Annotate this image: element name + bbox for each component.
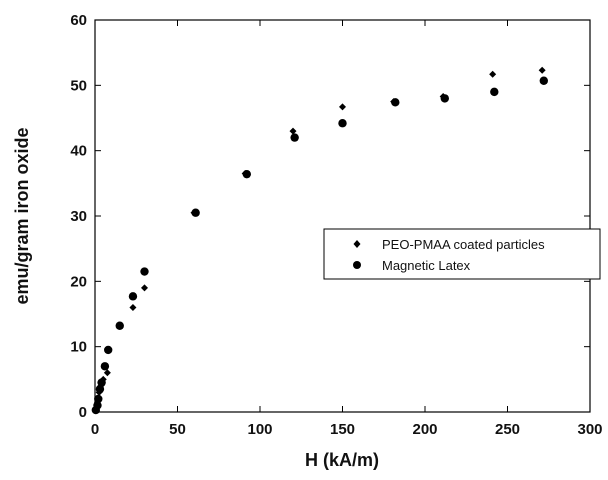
y-axis-ticks: 0 10 20 30 40 50 60 <box>70 12 590 421</box>
y-tick-label: 30 <box>70 208 87 225</box>
data-point-diamond <box>103 369 111 377</box>
legend-box <box>323 228 601 280</box>
legend: PEO-PMAA coated particles Magnetic Latex <box>323 228 601 280</box>
data-point-circle <box>338 119 347 128</box>
x-tick-label: 250 <box>495 421 520 438</box>
x-axis-ticks: 0 50 100 150 200 250 300 <box>91 20 603 438</box>
legend-marker-circle-icon <box>353 261 361 269</box>
y-tick-label: 10 <box>70 339 87 356</box>
data-point-diamond <box>538 66 546 74</box>
data-point-circle <box>140 267 149 276</box>
y-tick-label: 60 <box>70 12 87 29</box>
data-point-circle <box>440 94 449 103</box>
data-point-circle <box>242 169 251 179</box>
y-tick-label: 20 <box>70 273 87 290</box>
legend-label-magnetic-latex: Magnetic Latex <box>382 258 471 273</box>
legend-label-peo-pmaa: PEO-PMAA coated particles <box>382 237 545 252</box>
data-point-circle <box>94 394 103 404</box>
x-axis-title: H (kA/m) <box>305 450 379 470</box>
x-tick-label: 0 <box>91 421 99 438</box>
data-point-diamond <box>141 284 148 292</box>
x-tick-label: 300 <box>577 421 602 438</box>
data-point-circle <box>104 345 113 355</box>
y-tick-label: 40 <box>70 143 87 160</box>
x-tick-label: 50 <box>169 421 186 438</box>
data-point-circle <box>490 87 499 97</box>
data-point-diamond <box>339 103 346 111</box>
x-tick-label: 200 <box>412 421 437 438</box>
data-point-circle <box>191 208 200 217</box>
data-point-circle <box>290 133 299 142</box>
data-point-circle <box>97 378 106 387</box>
y-tick-label: 50 <box>70 77 87 94</box>
data-point-circle <box>115 321 124 330</box>
data-series <box>91 66 548 415</box>
series-magnetic-latex <box>91 76 548 415</box>
data-point-diamond <box>489 70 497 78</box>
data-point-circle <box>93 401 102 410</box>
data-point-circle <box>95 384 105 394</box>
legend-marker-diamond-icon <box>353 240 361 248</box>
y-axis-title: emu/gram iron oxide <box>12 127 32 304</box>
data-point-circle <box>391 98 400 107</box>
data-point-circle <box>539 76 548 85</box>
plot-frame <box>94 19 591 413</box>
data-point-circle <box>100 362 110 371</box>
x-tick-label: 150 <box>330 421 355 438</box>
y-tick-label: 0 <box>79 404 87 421</box>
data-point-diamond <box>289 127 297 135</box>
x-tick-label: 100 <box>247 421 272 438</box>
data-point-circle <box>128 292 138 301</box>
data-point-diamond <box>129 303 137 311</box>
